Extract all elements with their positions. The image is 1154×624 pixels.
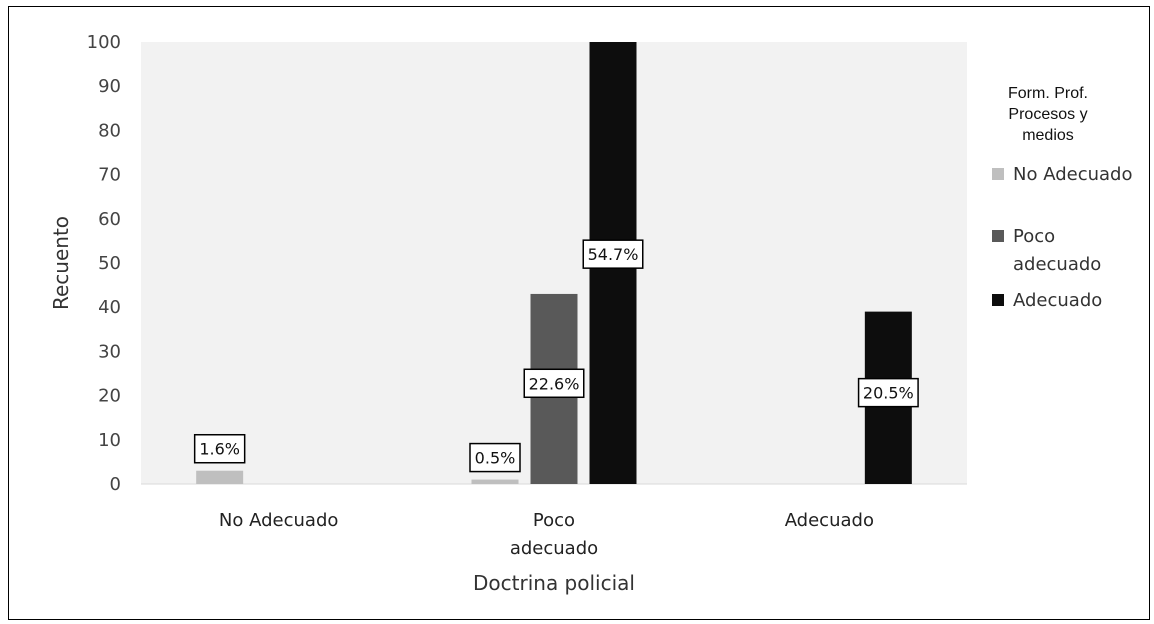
legend-label: adecuado bbox=[1013, 254, 1101, 275]
y-tick-label: 70 bbox=[98, 165, 121, 186]
data-label: 1.6% bbox=[199, 440, 240, 459]
y-axis-title: Recuento bbox=[49, 216, 73, 310]
legend-swatch bbox=[992, 230, 1004, 242]
data-label-box bbox=[193, 433, 246, 464]
y-tick-label: 60 bbox=[98, 209, 121, 230]
y-tick-label: 30 bbox=[98, 341, 121, 362]
bar bbox=[196, 470, 244, 484]
bar bbox=[471, 479, 519, 484]
y-tick-label: 40 bbox=[98, 297, 121, 318]
y-tick-label: 100 bbox=[87, 32, 121, 53]
x-tick-label: Poco bbox=[533, 510, 575, 531]
x-tick-label: Adecuado bbox=[785, 510, 874, 531]
x-tick-label: No Adecuado bbox=[219, 510, 338, 531]
legend-title: Procesos y bbox=[1008, 106, 1087, 123]
legend-label: Poco bbox=[1013, 226, 1055, 247]
y-tick-label: 0 bbox=[110, 474, 121, 495]
legend-label: No Adecuado bbox=[1013, 164, 1132, 185]
y-tick-label: 50 bbox=[98, 253, 121, 274]
legend-swatch bbox=[992, 294, 1004, 306]
y-tick-label: 90 bbox=[98, 76, 121, 97]
y-tick-label: 80 bbox=[98, 120, 121, 141]
data-label-box bbox=[582, 239, 644, 269]
data-label: 20.5% bbox=[863, 384, 914, 403]
data-label: 0.5% bbox=[475, 449, 516, 468]
y-tick-label: 10 bbox=[98, 430, 121, 451]
data-label-box bbox=[469, 442, 521, 473]
legend-title: Form. Prof. bbox=[1008, 85, 1088, 102]
x-axis-title: Doctrina policial bbox=[473, 571, 635, 595]
x-tick-label: adecuado bbox=[510, 538, 598, 559]
legend-swatch bbox=[992, 168, 1004, 180]
y-tick-label: 20 bbox=[98, 386, 121, 407]
data-label-box bbox=[857, 377, 919, 408]
data-label: 54.7% bbox=[588, 245, 639, 264]
legend-title: medios bbox=[1022, 127, 1074, 144]
legend-label: Adecuado bbox=[1013, 290, 1102, 311]
data-label: 22.6% bbox=[529, 374, 580, 393]
data-label-box bbox=[523, 368, 585, 399]
